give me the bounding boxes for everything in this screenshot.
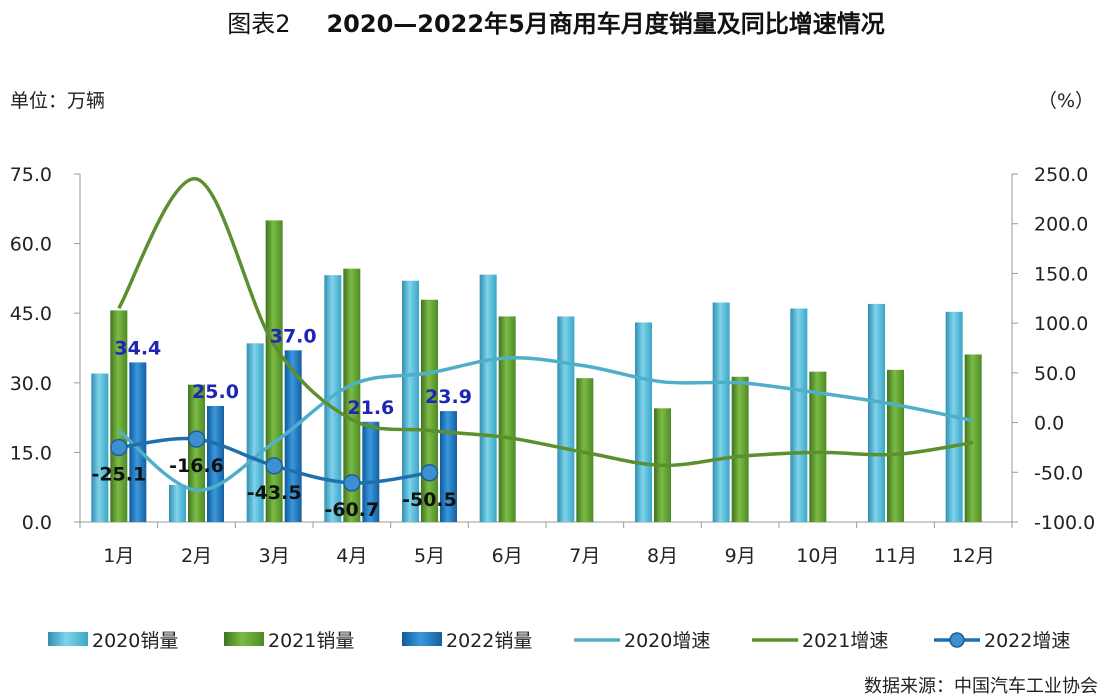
bar-2022: [207, 406, 224, 522]
legend-2021-sales: 2021销量: [224, 630, 354, 652]
bar-2021: [498, 316, 516, 522]
bar-2020: [479, 274, 497, 522]
line-2022-marker: [420, 464, 439, 482]
bar-2022: [440, 411, 457, 522]
left-tick-label: 75.0: [10, 164, 52, 186]
bar-2021: [110, 310, 128, 522]
left-tick-label: 15.0: [10, 442, 52, 464]
x-tick-label: 10月: [796, 545, 839, 567]
legend-marker-swatch: [949, 632, 965, 648]
bar-2020: [91, 373, 109, 522]
line-2022-marker: [343, 474, 361, 492]
legend-2020-sales: 2020销量: [48, 630, 178, 652]
x-tick-label: 8月: [647, 545, 678, 567]
bar-2021: [731, 376, 749, 522]
line-2022-value-label: -25.1: [91, 464, 146, 486]
bar-2020: [712, 302, 730, 522]
bar-2020: [790, 308, 808, 522]
line-2022-value-label: -43.5: [247, 482, 302, 504]
line-2022-marker: [187, 430, 206, 448]
bar-2020: [402, 280, 419, 522]
bar-2021: [188, 384, 205, 522]
line-2022-value-label: -60.7: [324, 499, 379, 521]
x-tick-label: 12月: [952, 545, 995, 567]
bar-2022-value-label: 37.0: [270, 325, 317, 347]
legend-2022-growth: 2022增速: [934, 630, 1070, 652]
bar-2020: [868, 303, 885, 522]
right-tick-label: 200.0: [1034, 214, 1088, 236]
right-tick-label: 0.0: [1034, 413, 1064, 435]
legend-label: 2020销量: [92, 630, 178, 652]
line-2021-growth: [117, 177, 974, 468]
legend-2022-sales: 2022销量: [402, 630, 532, 652]
bar-2021: [809, 371, 827, 522]
bar-2022-value-label: 23.9: [425, 386, 472, 408]
left-tick-label: 30.0: [10, 373, 52, 395]
line-2022-marker: [110, 438, 128, 457]
left-tick-label: 0.0: [22, 512, 52, 534]
legend-bar-swatch: [402, 632, 442, 646]
chart-title: 图表2 2020—2022年5月商用车月度销量及同比增速情况: [0, 4, 1112, 39]
legend-label: 2021增速: [802, 630, 888, 652]
bar-2022: [284, 350, 302, 522]
line-2022-value-label: -50.5: [402, 489, 457, 511]
bar-2022: [129, 362, 147, 522]
left-tick-label: 45.0: [10, 303, 52, 325]
line-2022-value-label: -16.6: [169, 455, 224, 477]
bar-2021: [576, 378, 594, 522]
bar-2020: [246, 343, 264, 522]
x-tick-label: 3月: [259, 545, 290, 567]
line-2020-growth: [117, 356, 974, 492]
right-tick-label: 50.0: [1034, 363, 1076, 385]
line-2022-marker: [265, 457, 283, 475]
x-tick-label: 11月: [874, 545, 917, 567]
bar-2021: [343, 268, 361, 522]
bar-2022-value-label: 21.6: [347, 397, 394, 419]
figure-label: 图表2: [227, 10, 291, 38]
legend-2021-growth: 2021增速: [752, 630, 888, 652]
right-tick-label: -100.0: [1034, 512, 1095, 534]
legend-label: 2021销量: [268, 630, 354, 652]
bar-2022: [362, 421, 380, 522]
bar-2021: [887, 369, 904, 522]
bar-2020: [557, 316, 575, 522]
right-tick-label: 100.0: [1034, 313, 1088, 335]
left-tick-label: 60.0: [10, 234, 52, 256]
left-axis-unit: 单位：万辆: [10, 90, 106, 112]
x-tick-label: 5月: [414, 545, 445, 567]
bar-2022-value-label: 34.4: [114, 337, 161, 359]
bar-2020: [635, 322, 652, 522]
bar-2020: [169, 484, 186, 522]
x-tick-label: 7月: [569, 545, 600, 567]
x-tick-label: 2月: [181, 545, 212, 567]
bar-2021: [964, 354, 982, 522]
right-tick-label: 150.0: [1034, 263, 1088, 285]
legend-2020-growth: 2020增速: [574, 630, 710, 652]
right-axis-unit: （%）: [1037, 90, 1094, 112]
legend-label: 2022销量: [446, 630, 532, 652]
legend-label: 2022增速: [984, 630, 1070, 652]
legend-bar-swatch: [224, 632, 264, 646]
data-source-note: 数据来源：中国汽车工业协会: [864, 676, 1098, 697]
x-tick-label: 6月: [492, 545, 523, 567]
x-tick-label: 1月: [103, 545, 134, 567]
right-tick-label: 250.0: [1034, 164, 1088, 186]
right-tick-label: -50.0: [1034, 462, 1083, 484]
bar-2021: [265, 220, 283, 522]
bar-2020: [324, 275, 342, 522]
x-tick-label: 9月: [725, 545, 756, 567]
x-tick-label: 4月: [336, 545, 367, 567]
bar-2022-value-label: 25.0: [192, 381, 239, 403]
legend-label: 2020增速: [624, 630, 710, 652]
chart-title-text: 2020—2022年5月商用车月度销量及同比增速情况: [326, 10, 885, 38]
legend-bar-swatch: [48, 632, 88, 646]
